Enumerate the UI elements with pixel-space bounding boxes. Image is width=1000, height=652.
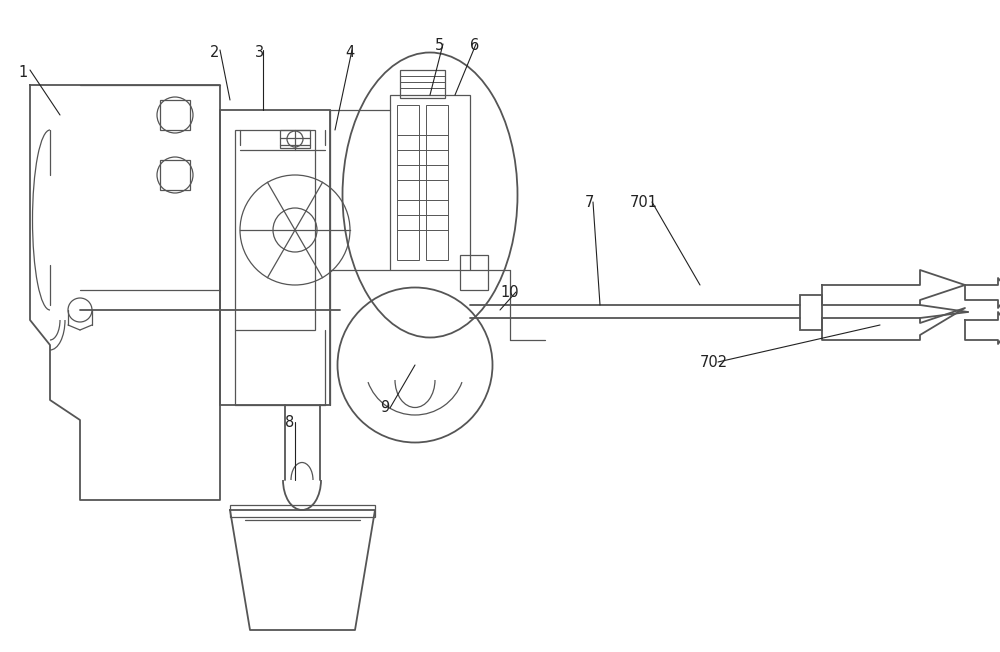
Text: 4: 4 <box>345 45 354 60</box>
Bar <box>400 70 445 98</box>
Text: 2: 2 <box>210 45 219 60</box>
Bar <box>280 130 310 148</box>
Bar <box>460 255 488 290</box>
Bar <box>800 295 822 330</box>
Text: 702: 702 <box>700 355 728 370</box>
Bar <box>220 110 330 405</box>
Text: 6: 6 <box>470 38 479 53</box>
Text: 7: 7 <box>585 195 594 210</box>
Bar <box>160 100 190 130</box>
Text: 10: 10 <box>500 285 519 300</box>
Text: 9: 9 <box>380 400 389 415</box>
Bar <box>235 130 315 330</box>
Text: 1: 1 <box>18 65 27 80</box>
Bar <box>426 105 448 260</box>
Bar <box>397 105 419 260</box>
Text: 8: 8 <box>285 415 294 430</box>
Bar <box>230 505 375 517</box>
Bar <box>390 95 470 270</box>
Text: 5: 5 <box>435 38 444 53</box>
Bar <box>160 160 190 190</box>
Text: 701: 701 <box>630 195 658 210</box>
Text: 3: 3 <box>255 45 264 60</box>
